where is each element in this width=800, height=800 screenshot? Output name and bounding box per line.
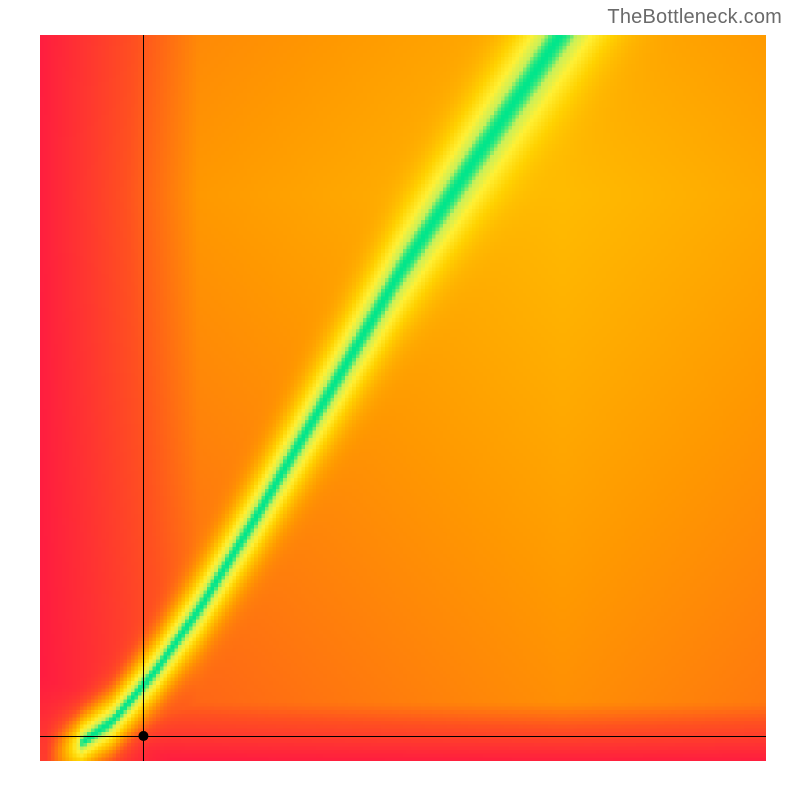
figure-container: TheBottleneck.com — [0, 0, 800, 800]
crosshair-overlay — [40, 35, 766, 761]
heatmap-plot — [40, 35, 766, 761]
watermark-text: TheBottleneck.com — [607, 6, 782, 29]
